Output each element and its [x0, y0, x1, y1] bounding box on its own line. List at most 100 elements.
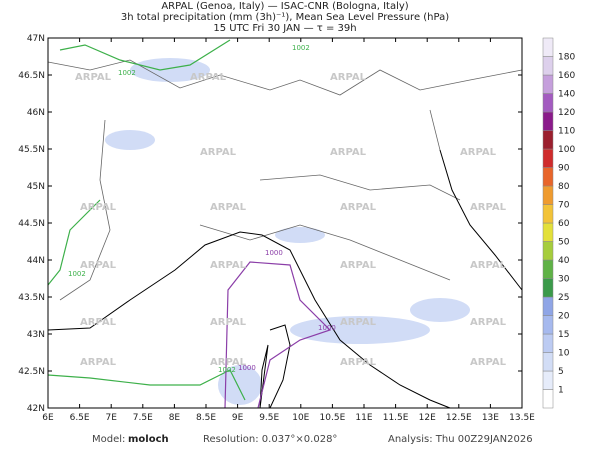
footer-analysis: Analysis: Thu 00Z29JAN2026	[388, 434, 533, 445]
isobar	[59, 39, 231, 71]
header-line: 3h total precipitation (mm (3h)⁻¹), Mean…	[121, 12, 449, 23]
watermark: ARPAL	[190, 72, 227, 83]
colorbar-label: 25	[558, 293, 569, 303]
lat-label: 47N	[27, 34, 45, 44]
watermark: ARPAL	[210, 317, 247, 328]
watermark: ARPAL	[210, 260, 247, 271]
colorbar-swatch	[542, 333, 554, 353]
colorbar-swatch	[542, 74, 554, 94]
lon-label: 13.5E	[509, 413, 535, 423]
lon-label: 8.5E	[196, 413, 216, 423]
lon-label: 11E	[355, 413, 372, 423]
colorbar-swatch	[542, 370, 554, 390]
colorbar-label: 50	[558, 238, 570, 248]
watermark: ARPAL	[340, 260, 377, 271]
isobar-label: 1000	[265, 249, 283, 257]
precip-area	[275, 227, 325, 243]
lon-label: 6.5E	[70, 413, 90, 423]
colorbar-label: 110	[558, 127, 575, 137]
colorbar-swatch	[542, 259, 554, 279]
colorbar-label: 90	[558, 164, 570, 174]
watermark: ARPAL	[340, 317, 377, 328]
border	[429, 109, 441, 151]
isobar	[224, 261, 332, 409]
watermark: ARPAL	[200, 147, 237, 158]
border	[199, 224, 451, 281]
watermark: ARPAL	[210, 202, 247, 213]
coastline	[47, 231, 451, 409]
header-line: 15 UTC Fri 30 JAN — τ = 39h	[213, 23, 356, 34]
watermark: ARPAL	[80, 357, 117, 368]
watermark: ARPAL	[340, 357, 377, 368]
lat-label: 44N	[27, 256, 45, 266]
lon-label: 7E	[105, 413, 117, 423]
border	[59, 119, 111, 301]
colorbar-label: 70	[558, 201, 570, 211]
lon-label: 9E	[232, 413, 244, 423]
colorbar-label: 120	[558, 108, 575, 118]
colorbar-swatch	[542, 130, 554, 150]
map-layers	[47, 39, 523, 409]
lat-label: 44.5N	[18, 219, 45, 229]
colorbar-swatch	[542, 37, 554, 57]
lat-label: 42N	[27, 404, 45, 414]
colorbar-label: 1	[558, 386, 564, 396]
colorbar-swatch	[542, 148, 554, 168]
precip-area	[218, 365, 262, 405]
precip-area	[290, 316, 430, 344]
colorbar-swatch	[542, 204, 554, 224]
lon-label: 12.5E	[446, 413, 472, 423]
colorbar-swatch	[542, 352, 554, 372]
colorbar-swatch	[542, 222, 554, 242]
border	[47, 59, 523, 96]
watermark: ARPAL	[210, 357, 247, 368]
isobar-label: 1002	[218, 366, 236, 374]
colorbar-label: 60	[558, 219, 570, 229]
lat-label: 46N	[27, 108, 45, 118]
colorbar-label: 20	[558, 312, 570, 322]
watermark: ARPAL	[470, 317, 507, 328]
colorbar-label: 180	[558, 53, 575, 63]
isobar	[47, 369, 246, 401]
watermark: ARPAL	[80, 317, 117, 328]
coastline	[439, 149, 523, 291]
lon-label: 11.5E	[383, 413, 409, 423]
watermark: ARPAL	[330, 72, 367, 83]
lat-label: 46.5N	[18, 71, 45, 81]
footer-label: Model:	[92, 434, 125, 445]
lat-label: 43.5N	[18, 293, 45, 303]
colorbar-swatch	[542, 296, 554, 316]
colorbar-label: 160	[558, 71, 575, 81]
lon-label: 6E	[42, 413, 54, 423]
colorbar-label: 140	[558, 90, 575, 100]
isobar-label: 1000	[238, 364, 256, 372]
footer-resolution: Resolution: 0.037°×0.028°	[203, 434, 337, 445]
lon-label: 13E	[482, 413, 499, 423]
watermark: ARPAL	[470, 357, 507, 368]
precip-area	[410, 298, 470, 322]
precip-area	[105, 130, 155, 150]
watermark: ARPAL	[460, 147, 497, 158]
lon-label: 12E	[419, 413, 436, 423]
colorbar-label: 80	[558, 182, 570, 192]
colorbar-swatch	[542, 56, 554, 76]
isobar	[47, 199, 101, 286]
lat-label: 43N	[27, 330, 45, 340]
isobar-label: 1002	[68, 270, 86, 278]
lon-label: 8E	[169, 413, 181, 423]
header-line: ARPAL (Genoa, Italy) — ISAC-CNR (Bologna…	[161, 1, 408, 12]
footer-model: moloch	[128, 434, 169, 445]
colorbar-label: 40	[558, 256, 570, 266]
isobar-label: 1000	[318, 324, 336, 332]
lon-label: 10E	[292, 413, 309, 423]
lat-label: 45.5N	[18, 145, 45, 155]
lat-label: 42.5N	[18, 367, 45, 377]
watermark: ARPAL	[470, 202, 507, 213]
colorbar-label: 30	[558, 275, 570, 285]
isobar-label: 1002	[292, 44, 310, 52]
watermark: ARPAL	[75, 72, 112, 83]
colorbar-swatch	[542, 93, 554, 113]
colorbar-label: 5	[558, 367, 564, 377]
watermark: ARPAL	[330, 147, 367, 158]
